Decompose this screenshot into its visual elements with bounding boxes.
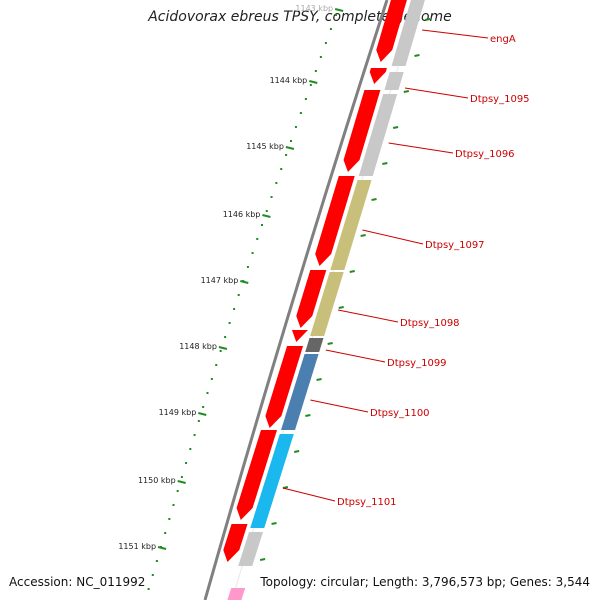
scale-tick: 1147 kbp [201,276,249,285]
gene-label: Dtpsy_1095 [404,87,530,105]
gene-label: Dtpsy_1099 [325,349,447,369]
gene-label: engA [422,29,516,45]
scale-tick-label: 1148 kbp [179,342,217,351]
cds-arrow [369,68,387,84]
gene-label: Dtpsy_1096 [388,142,515,160]
scale-tick: 1150 kbp [138,476,186,485]
gene-label-text: Dtpsy_1099 [387,358,447,369]
scale-tick-label: 1146 kbp [223,210,261,219]
scale-tick-label: 1143 kbp [295,4,333,13]
scale-tick-label: 1147 kbp [201,276,239,285]
scale-tick: 1151 kbp [118,542,167,551]
scale-tick: 1143 kbp [295,4,344,13]
gene-label: Dtpsy_1097 [362,229,485,251]
scale-tick-label: 1149 kbp [159,408,197,417]
feature-block [384,72,404,90]
cds-arrow [236,430,278,520]
feature-block [227,588,246,600]
gene-label-text: engA [490,34,516,45]
gene-label-text: Dtpsy_1097 [425,240,485,251]
gene-label-text: Dtpsy_1095 [470,94,530,105]
feature-block [281,354,319,430]
map-title: Acidovorax ebreus TPSY, complete genome [148,9,452,25]
scale-tick-label: 1151 kbp [118,542,156,551]
gene-labels: engA Dtpsy_1095 Dtpsy_1096 Dtpsy_1097 Dtpsy_… [282,29,530,508]
scale-tick: 1146 kbp [223,210,271,219]
scale-tick: 1149 kbp [159,408,207,417]
cds-arrow [291,330,308,342]
gene-label-text: Dtpsy_1096 [455,149,515,160]
feature-block [305,338,324,352]
scale-tick-label: 1150 kbp [138,476,176,485]
cds-arrow [376,0,407,62]
scale-tick-label: 1144 kbp [270,76,308,85]
cds-arrow [223,524,248,562]
gene-label-text: Dtpsy_1100 [370,408,430,419]
gene-label: Dtpsy_1100 [310,399,430,419]
gene-label: Dtpsy_1098 [338,309,460,329]
feature-block [250,434,294,528]
topology-stats-text: Topology: circular; Length: 3,796,573 bp… [260,575,590,589]
scale-tick: 1145 kbp [246,142,295,151]
gene-label-text: Dtpsy_1101 [337,497,397,508]
cds-arrow [265,346,304,428]
feature-block [238,532,263,566]
scale-tick-label: 1145 kbp [246,142,284,151]
feature-block [310,272,344,336]
cds-arrow [343,90,381,172]
accession-text: Accession: NC_011992 [9,575,146,589]
scale-tick: 1144 kbp [270,76,318,85]
scale-tick: 1148 kbp [179,342,228,351]
gene-label-text: Dtpsy_1098 [400,318,460,329]
feature-block [358,94,398,176]
gene-label: Dtpsy_1101 [282,487,397,508]
feature-block [391,0,425,66]
scale-ring: 1143 kbp 1144 kbp 1145 kbp 1146 kbp 1147 kbp… [118,4,344,590]
feature-block [330,180,372,270]
feature-ring [227,0,431,600]
cds-arrow [296,270,327,328]
cds-arrow [315,176,355,266]
gene-ring [223,0,407,562]
